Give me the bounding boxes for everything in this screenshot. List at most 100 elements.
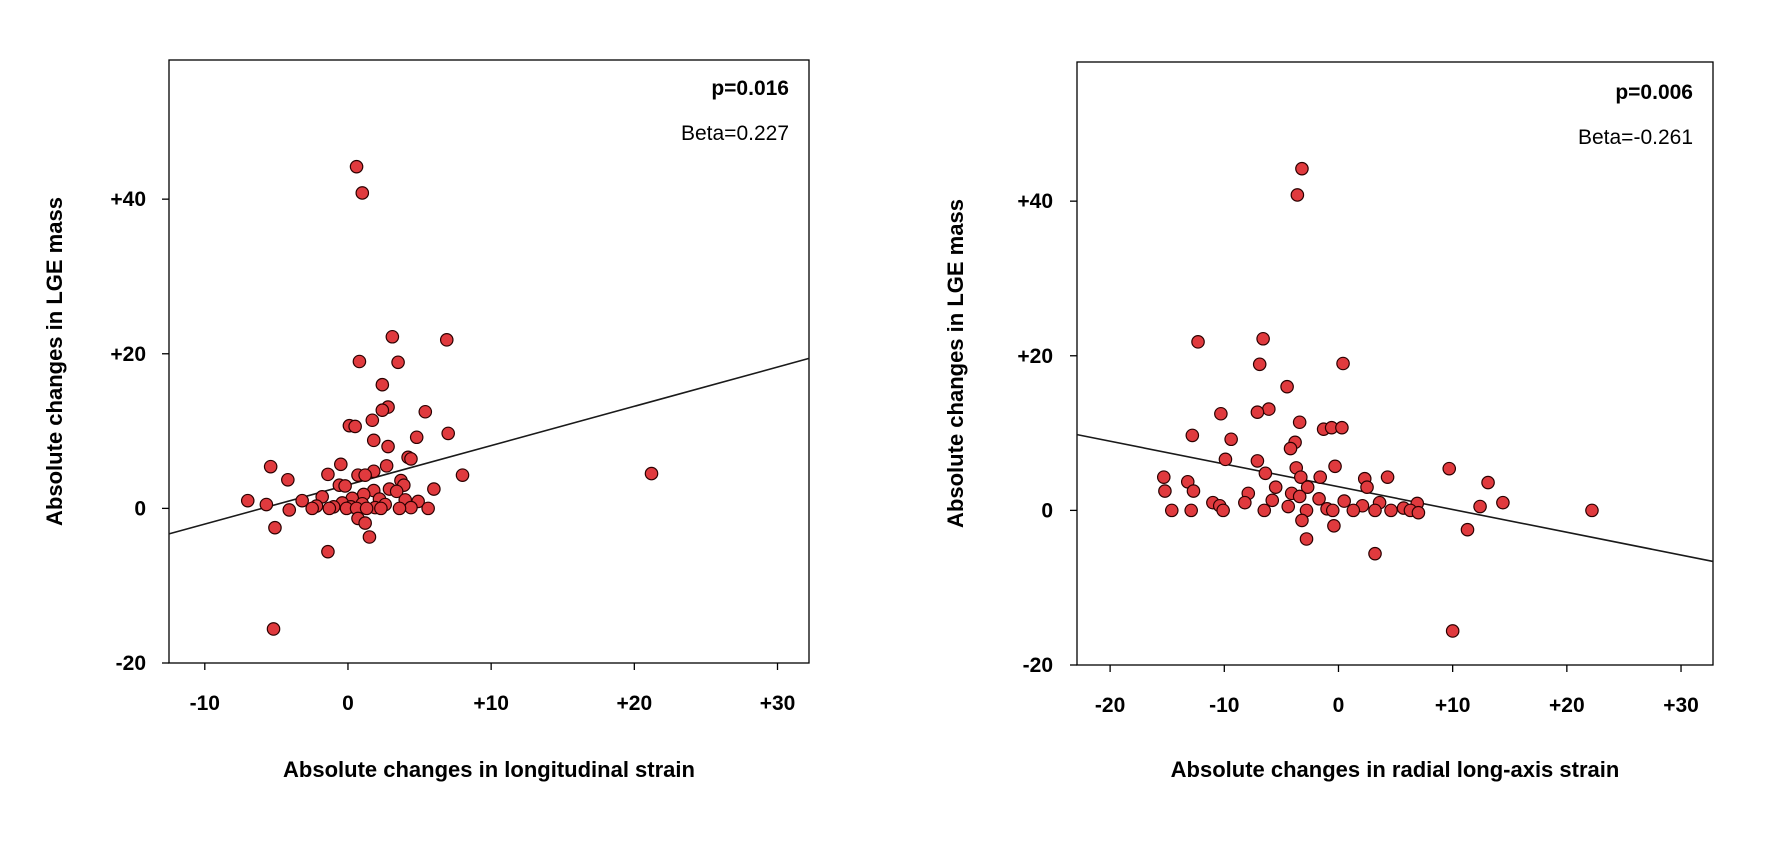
data-point [1473, 499, 1487, 514]
data-point [375, 403, 390, 418]
data-point [1360, 480, 1374, 494]
data-point [358, 516, 372, 530]
chart-radial-long-axis-strain: -20 -10 0 +10 +20 +30 -20 0 +20 +40 Absolute chang… [943, 61, 1714, 782]
data-point [385, 329, 400, 344]
data-point [1337, 494, 1351, 508]
y-tick-label: 0 [1041, 499, 1053, 522]
x-tick-label: 0 [342, 692, 354, 715]
plot-frame [1076, 61, 1714, 666]
p-value-label: p=0.016 [711, 77, 789, 100]
x-axis-title: Absolute changes in radial long-axis str… [1171, 757, 1620, 782]
data-point [1283, 441, 1298, 456]
data-point [295, 493, 309, 508]
x-tick-label: +30 [760, 692, 796, 715]
data-point [1368, 503, 1382, 518]
data-point [1184, 503, 1198, 518]
data-point [1496, 495, 1510, 510]
data-point [1256, 331, 1270, 346]
data-point [418, 404, 433, 419]
y-tick-label: +20 [110, 343, 146, 366]
data-point [359, 501, 374, 516]
data-point [1380, 470, 1395, 484]
y-tick-label: +20 [1017, 345, 1053, 368]
data-point [392, 501, 407, 516]
data-point [1336, 356, 1350, 371]
data-point [1346, 503, 1361, 518]
data-point [389, 484, 404, 499]
data-point [1328, 459, 1342, 474]
data-point [281, 472, 295, 487]
data-point [391, 355, 405, 370]
data-point [1186, 484, 1201, 498]
y-tick-label: -20 [116, 652, 146, 675]
data-point [404, 452, 418, 466]
data-point [1238, 495, 1252, 510]
data-point [362, 530, 377, 544]
x-tick-label: -10 [1209, 694, 1239, 717]
data-point [1295, 513, 1309, 528]
data-point [263, 459, 278, 474]
data-point [1218, 452, 1233, 467]
beta-label: Beta=-0.261 [1578, 126, 1693, 149]
data-point [348, 419, 362, 434]
data-point [1384, 503, 1398, 518]
x-tick-label: +20 [1549, 694, 1585, 717]
data-point [338, 479, 352, 493]
beta-label: Beta=0.227 [681, 122, 789, 145]
data-point [334, 457, 348, 472]
data-point [1262, 402, 1276, 416]
data-point [375, 377, 390, 392]
data-point [1293, 470, 1308, 484]
y-axis-title: Absolute changes in LGE mass [42, 197, 67, 526]
data-point [1368, 546, 1382, 561]
data-point [439, 333, 454, 347]
data-point [366, 433, 381, 448]
data-point [305, 501, 319, 516]
y-tick-label: -20 [1023, 654, 1053, 677]
data-point [1299, 532, 1314, 546]
data-point [1156, 470, 1171, 484]
plot-frame [168, 59, 810, 664]
data-point [1281, 499, 1296, 514]
x-tick-label: 0 [1333, 694, 1345, 717]
data-point [1268, 480, 1283, 494]
data-point [266, 622, 281, 636]
data-point [1250, 405, 1265, 420]
x-tick-label: -20 [1095, 694, 1125, 717]
data-point [1313, 470, 1328, 484]
data-point [1191, 335, 1205, 349]
data-point [282, 503, 297, 517]
x-tick-label: +10 [473, 692, 509, 715]
data-point [1292, 415, 1307, 430]
data-point [1442, 461, 1457, 476]
data-point [1445, 624, 1460, 638]
x-tick-label: +30 [1663, 694, 1699, 717]
data-point [1185, 428, 1200, 443]
data-point [365, 413, 380, 428]
data-point [1258, 466, 1273, 481]
data-point [259, 497, 274, 512]
data-point [404, 500, 418, 515]
data-point [1295, 161, 1309, 176]
data-point [441, 426, 455, 441]
data-point [409, 430, 424, 445]
chart-longitudinal-strain: -10 0 +10 +20 +30 -20 0 +20 +40 Absolute changes … [42, 59, 810, 782]
x-tick-label: +20 [617, 692, 653, 715]
data-point [1224, 432, 1238, 447]
data-point [1300, 480, 1315, 494]
data-point [381, 439, 395, 454]
y-tick-label: +40 [1017, 190, 1053, 213]
data-point [1290, 188, 1305, 202]
data-point [1335, 420, 1349, 435]
data-point [349, 159, 364, 174]
x-tick-label: +10 [1435, 694, 1471, 717]
data-point [1460, 522, 1475, 537]
data-point [240, 493, 255, 508]
data-point [1164, 503, 1179, 518]
data-point [1325, 503, 1340, 518]
data-point [1252, 357, 1267, 372]
data-point [1265, 493, 1280, 508]
data-point [1257, 503, 1272, 518]
p-value-label: p=0.006 [1615, 81, 1693, 104]
